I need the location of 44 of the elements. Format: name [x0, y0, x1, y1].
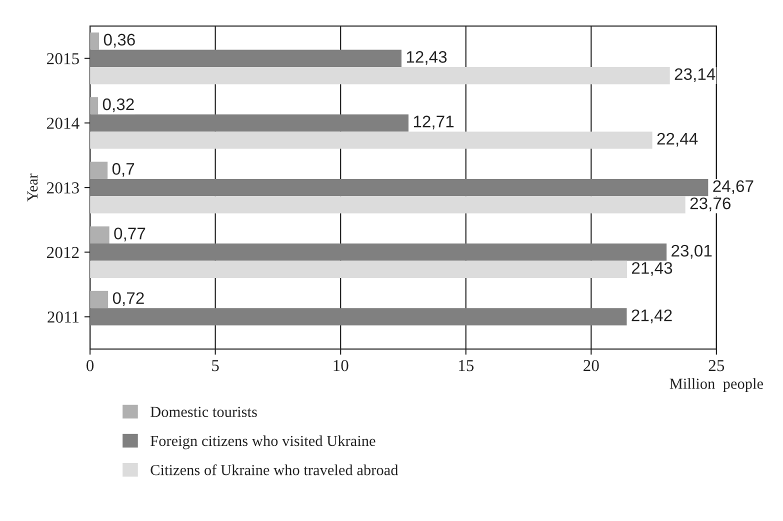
bar [90, 196, 686, 214]
x-axis-title: Million people [670, 378, 764, 392]
legend-label: Foreign citizens who visited Ukraine [150, 435, 376, 450]
data-label: 0,7 [112, 163, 134, 177]
legend-label: Domestic tourists [150, 406, 257, 418]
bar [90, 114, 409, 132]
data-label: 21,43 [632, 262, 672, 276]
x-tick-label: 5 [212, 360, 219, 372]
x-tick-label: 0 [86, 360, 94, 372]
bar [90, 66, 670, 84]
data-label: 22,44 [657, 132, 698, 147]
bar [90, 162, 108, 179]
bar [90, 244, 667, 261]
data-label: 12,43 [406, 51, 447, 65]
legend-label: Citizens of Ukraine who traveled abroad [150, 464, 398, 476]
bar [90, 226, 110, 244]
data-label: 24,67 [713, 180, 754, 194]
y-tick-label: 2012 [47, 246, 79, 258]
x-tick-label: 20 [584, 360, 599, 372]
bar [90, 308, 627, 326]
data-label: 21,42 [632, 309, 672, 324]
y-axis-title: Year [27, 174, 38, 202]
y-tick-label: 2015 [47, 53, 79, 64]
y-tick-label: 2011 [48, 311, 79, 323]
bar [90, 260, 627, 278]
x-tick-label: 15 [459, 360, 474, 372]
bar [90, 97, 98, 114]
data-label: 0,72 [112, 292, 144, 306]
bar [90, 50, 402, 67]
bar [90, 178, 708, 196]
bar [90, 32, 100, 50]
data-label: 0,36 [104, 34, 135, 48]
bar [90, 290, 108, 308]
bar [90, 132, 652, 149]
data-label: 23,01 [672, 244, 712, 259]
data-label: 12,71 [414, 116, 454, 130]
data-label: 0,32 [102, 98, 134, 112]
data-label: 23,76 [690, 197, 731, 212]
x-tick-label: 10 [334, 360, 348, 372]
data-label: 23,14 [674, 68, 716, 82]
y-tick-label: 2013 [47, 182, 79, 194]
data-label: 0,77 [114, 228, 146, 242]
y-tick-label: 2014 [47, 118, 80, 129]
x-tick-label: 25 [708, 360, 724, 372]
